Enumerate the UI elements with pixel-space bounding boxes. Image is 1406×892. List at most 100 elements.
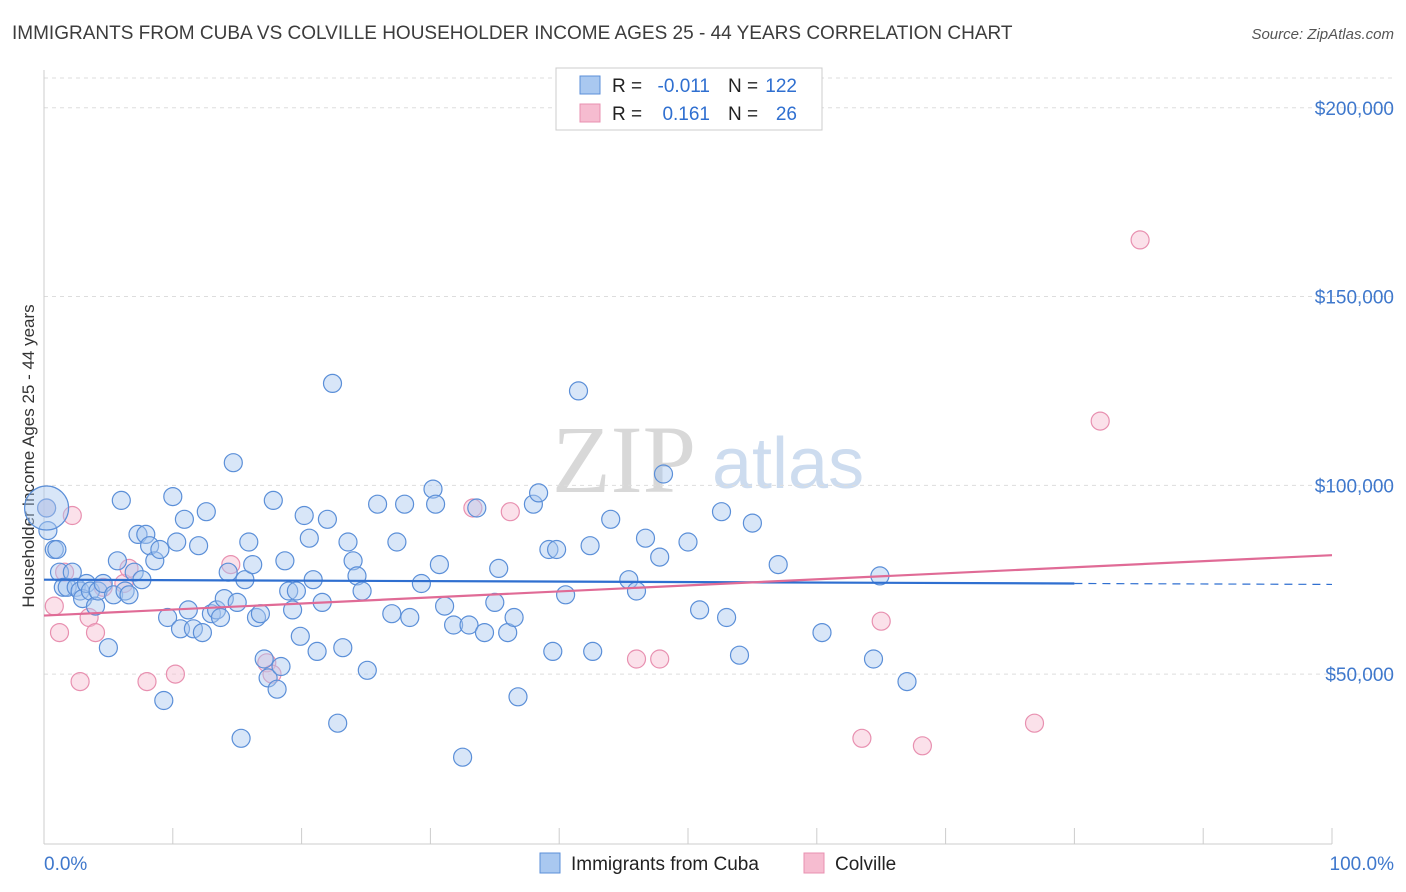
colville-point [1130,230,1150,250]
cuba-point [317,509,337,529]
y-tick-label: $150,000 [1315,288,1394,309]
cuba-point [263,490,283,510]
cuba-point [453,747,473,767]
cuba-point [435,596,455,616]
colville-point [85,622,106,643]
legend-r-label-cuba: R = [612,76,642,97]
cuba-point [812,622,832,643]
cuba-point [322,373,343,393]
legend-swatch-colville [579,103,601,123]
x-tick-label-min: 0.0% [44,854,87,875]
legend-n-label-cuba: N = [728,76,758,97]
cuba-point [504,607,524,628]
cuba-point [107,551,128,571]
cuba-point [528,483,549,503]
cuba-point [271,656,291,677]
cuba-points [23,373,917,767]
cuba-point [307,641,327,662]
colville-point [44,596,64,616]
cuba-point [546,539,567,560]
cuba-point [136,524,156,545]
colville-trend-line [43,554,1333,617]
cuba-point [145,551,165,571]
cuba-point [489,558,509,579]
colville-point [221,554,241,575]
cuba-trend-line [43,578,1075,585]
cuba-point [119,585,139,605]
trend-lines [43,554,1333,617]
cuba-point [568,381,589,401]
cuba-point [299,528,319,548]
colville-points [36,230,1150,756]
cuba-point [555,585,576,605]
cuba-point [279,581,299,601]
cuba-point [283,600,303,620]
cuba-point [653,464,674,484]
cuba-point [768,554,788,575]
cuba-point [863,649,884,669]
cuba-point [539,539,559,560]
cuba-point [239,532,259,552]
cuba-point [352,581,372,601]
cuba-point [474,622,495,643]
cuba-point [357,660,377,680]
cuba-point-large [23,485,70,531]
cuba-point [626,581,647,601]
cuba-point [485,592,505,613]
cuba-point [85,596,106,616]
cuba-point [231,728,251,748]
cuba-point [689,600,710,620]
cuba-point [158,607,178,628]
cuba-point [444,615,464,635]
cuba-point [128,524,148,545]
x-ticks [43,828,1333,844]
legend-swatch-cuba [579,75,601,95]
cuba-point [174,509,194,529]
cuba-point [38,520,58,541]
cuba-point [290,626,310,646]
cuba-point [426,494,446,514]
cuba-point [716,607,737,628]
legend-n-value-colville: 26 [776,104,797,125]
bottom-legend-swatch-colville [803,852,825,874]
cuba-point [163,487,183,507]
cuba-point [103,585,124,605]
colville-point [626,649,647,669]
colville-point [54,562,75,582]
cuba-point [742,513,763,533]
cuba-point [250,604,270,624]
cuba-point [423,479,443,499]
legend-r-value-colville: 0.161 [662,104,710,125]
colville-point [165,664,185,684]
colville-point [500,502,520,522]
cuba-point [267,679,287,699]
colville-point [1024,713,1045,733]
cuba-point [333,638,353,658]
cuba-point [338,532,358,552]
bottom-legend-swatch-cuba [539,852,561,874]
colville-point [1090,411,1110,431]
colville-point [70,671,90,692]
cuba-point [583,641,603,662]
cuba-point [459,615,479,635]
cuba-point [601,509,621,529]
colville-point [49,622,70,643]
cuba-point [189,536,209,556]
cuba-point [154,690,174,711]
legend-r-label-colville: R = [612,104,642,125]
cuba-point [429,554,449,575]
y-tick-label: $100,000 [1315,476,1394,497]
source-credit: Source: ZipAtlas.com [1251,26,1394,43]
cuba-trend-extension [1074,582,1333,586]
colville-point [852,728,872,748]
cuba-point [580,536,600,556]
watermark-atlas: atlas [712,424,864,504]
cuba-point [382,604,402,624]
cuba-point [508,687,528,707]
colville-point [119,558,139,579]
cuba-point [140,536,160,556]
colville-point [650,649,670,669]
cuba-point [328,713,348,733]
cuba-point [243,554,263,575]
watermark-zip: ZIP [552,406,696,513]
